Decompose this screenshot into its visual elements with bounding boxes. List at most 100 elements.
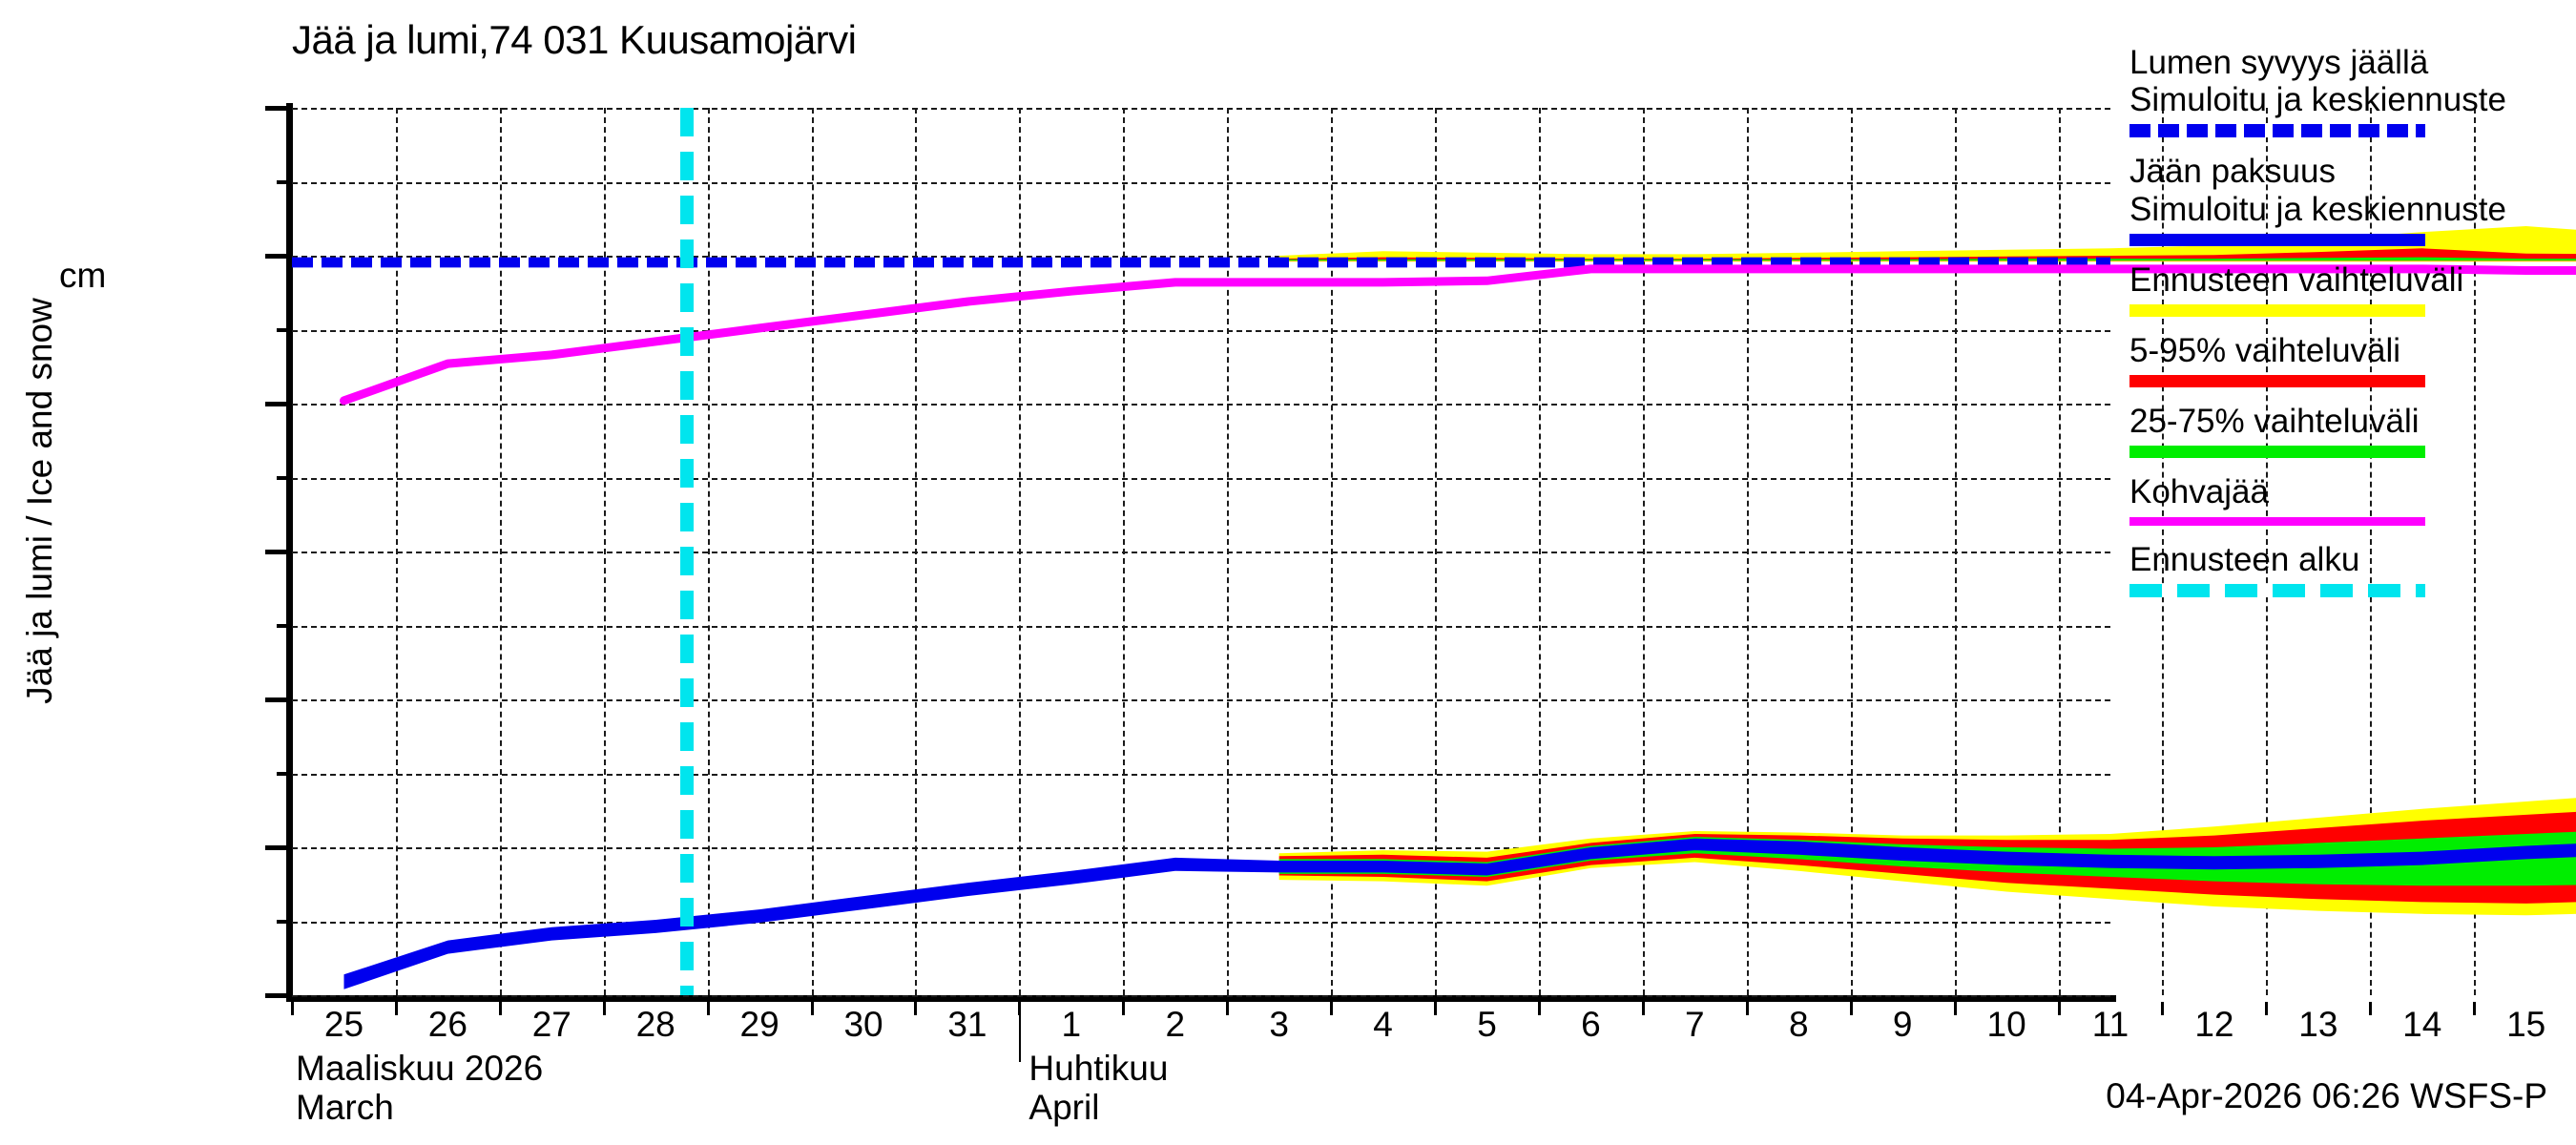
- x-axis-tick: [706, 1002, 710, 1015]
- gridline-horizontal: [292, 995, 2110, 997]
- gridline-vertical: [2370, 108, 2373, 995]
- x-axis-line: [286, 995, 2116, 1002]
- gridline-vertical: [1850, 108, 1853, 995]
- plot-area: [265, 106, 2576, 998]
- x-axis-tick: [602, 1002, 606, 1015]
- page-title: Jää ja lumi,74 031 Kuusamojärvi: [292, 17, 857, 62]
- x-tick-label: 26: [427, 1005, 467, 1044]
- gridline-horizontal: [292, 181, 2110, 184]
- month-name-fi: Maaliskuu 2026: [296, 1049, 544, 1088]
- y-axis-tick: [277, 623, 292, 628]
- legend-swatch-solid-yellow: [2129, 303, 2425, 317]
- month-label-march: Maaliskuu 2026 March: [296, 1049, 543, 1128]
- x-tick-label: 27: [531, 1005, 571, 1044]
- gridline-vertical: [1435, 108, 1438, 995]
- footer-timestamp: 04-Apr-2026 06:26 WSFS-P: [2106, 1076, 2547, 1115]
- legend-item-1[interactable]: Jään paksuus Simuloitu ja keskiennuste: [2129, 153, 2576, 246]
- gridline-horizontal: [292, 773, 2110, 776]
- gridline-vertical: [1538, 108, 1541, 995]
- x-tick-label: 25: [323, 1005, 364, 1044]
- x-tick-label: 2: [1165, 1005, 1186, 1044]
- x-axis-tick: [2057, 1002, 2061, 1015]
- month-separator: [1019, 1003, 1022, 1062]
- x-tick-label: 31: [947, 1005, 987, 1044]
- gridline-horizontal: [292, 625, 2110, 628]
- x-axis-tick: [291, 1002, 294, 1015]
- gridline-horizontal: [292, 699, 2110, 701]
- x-tick-label: 6: [1581, 1005, 1601, 1044]
- x-axis-tick: [394, 1002, 398, 1015]
- legend-item-subtitle: Simuloitu ja keskiennuste: [2129, 81, 2506, 119]
- x-axis-tick: [1953, 1002, 1957, 1015]
- legend-item-3[interactable]: 5-95% vaihteluväli: [2129, 331, 2576, 388]
- y-axis-tick: [265, 845, 292, 850]
- x-axis-tick: [1226, 1002, 1230, 1015]
- gridline-vertical: [1954, 108, 1957, 995]
- month-name-en: April: [1028, 1088, 1100, 1128]
- gridline-horizontal: [292, 329, 2110, 332]
- x-axis-tick: [1641, 1002, 1645, 1015]
- gridline-horizontal: [292, 108, 2110, 110]
- gridline-vertical: [1642, 108, 1645, 995]
- y-axis-tick: [265, 550, 292, 554]
- gridline-vertical: [1331, 108, 1334, 995]
- x-tick-label: 30: [843, 1005, 883, 1044]
- y-axis-tick: [265, 697, 292, 702]
- y-axis-title-label: Jää ja lumi / Ice and snow: [20, 298, 59, 704]
- legend-item-4[interactable]: 25-75% vaihteluväli: [2129, 403, 2576, 459]
- gridline-horizontal: [292, 404, 2110, 406]
- x-tick-label: 13: [2298, 1005, 2338, 1044]
- gridline-horizontal: [292, 552, 2110, 553]
- legend-swatch-solid-red: [2129, 375, 2425, 388]
- x-axis-tick: [2369, 1002, 2373, 1015]
- gridline-vertical: [811, 108, 814, 995]
- legend-swatch-solid-green: [2129, 446, 2425, 459]
- legend-item-6[interactable]: Ennusteen alku: [2129, 541, 2576, 597]
- legend-item-title: 25-75% vaihteluväli: [2129, 403, 2420, 441]
- x-tick-label: 9: [1892, 1005, 1913, 1044]
- y-axis-tick: [277, 919, 292, 924]
- legend-item-2[interactable]: Ennusteen vaihteluväli: [2129, 261, 2576, 317]
- y-axis-tick: [265, 106, 292, 111]
- series-line-kohvajaa: [340, 264, 2576, 406]
- x-tick-label: 12: [2194, 1005, 2234, 1044]
- legend-swatch-dashed-cyan: [2129, 583, 2425, 597]
- legend-item-5[interactable]: Kohvajää: [2129, 473, 2576, 526]
- x-axis-tick: [2265, 1002, 2269, 1015]
- month-label-april: Huhtikuu April: [1028, 1049, 1168, 1128]
- x-axis-tick: [2473, 1002, 2477, 1015]
- x-tick-label: 14: [2402, 1005, 2442, 1044]
- gridline-vertical: [1227, 108, 1230, 995]
- legend-item-title: 5-95% vaihteluväli: [2129, 331, 2401, 369]
- x-tick-label: 1: [1061, 1005, 1082, 1044]
- gridline-vertical: [2266, 108, 2269, 995]
- y-axis-tick: [265, 254, 292, 259]
- x-tick-label: 11: [2091, 1005, 2129, 1044]
- legend-item-subtitle: Simuloitu ja keskiennuste: [2129, 190, 2506, 228]
- legend-swatch-solid-blue: [2129, 233, 2425, 246]
- series-band-5-95-vaihteluv-li-lumi-: [1278, 248, 2576, 261]
- legend-item-title: Ennusteen vaihteluväli: [2129, 260, 2464, 299]
- legend-item-title: Lumen syvyys jäällä: [2129, 44, 2429, 81]
- forecast-start-line: [679, 108, 694, 995]
- legend-swatch-dashed-blue: [2129, 124, 2425, 138]
- x-tick-label: 10: [1986, 1005, 2026, 1044]
- month-name-en: March: [296, 1088, 394, 1128]
- y-axis-tick: [265, 993, 292, 998]
- y-axis-tick: [277, 179, 292, 184]
- gridline-horizontal: [292, 921, 2110, 924]
- x-tick-label: 3: [1269, 1005, 1289, 1044]
- gridline-vertical: [1123, 108, 1126, 995]
- y-axis-tick: [277, 327, 292, 332]
- x-axis-tick: [1330, 1002, 1334, 1015]
- y-axis-unit: cm: [59, 256, 107, 295]
- x-axis-tick: [498, 1002, 502, 1015]
- gridline-vertical: [2474, 108, 2477, 995]
- x-axis-tick: [1122, 1002, 1126, 1015]
- legend-item-0[interactable]: Lumen syvyys jäällä Simuloitu ja keskienn…: [2129, 44, 2576, 138]
- x-tick-label: 15: [2506, 1005, 2546, 1044]
- x-axis-tick: [914, 1002, 918, 1015]
- y-axis-tick: [277, 475, 292, 480]
- x-axis-tick: [1849, 1002, 1853, 1015]
- series-band-ennusteen-vaihteluv-li-lumi-: [1278, 226, 2576, 262]
